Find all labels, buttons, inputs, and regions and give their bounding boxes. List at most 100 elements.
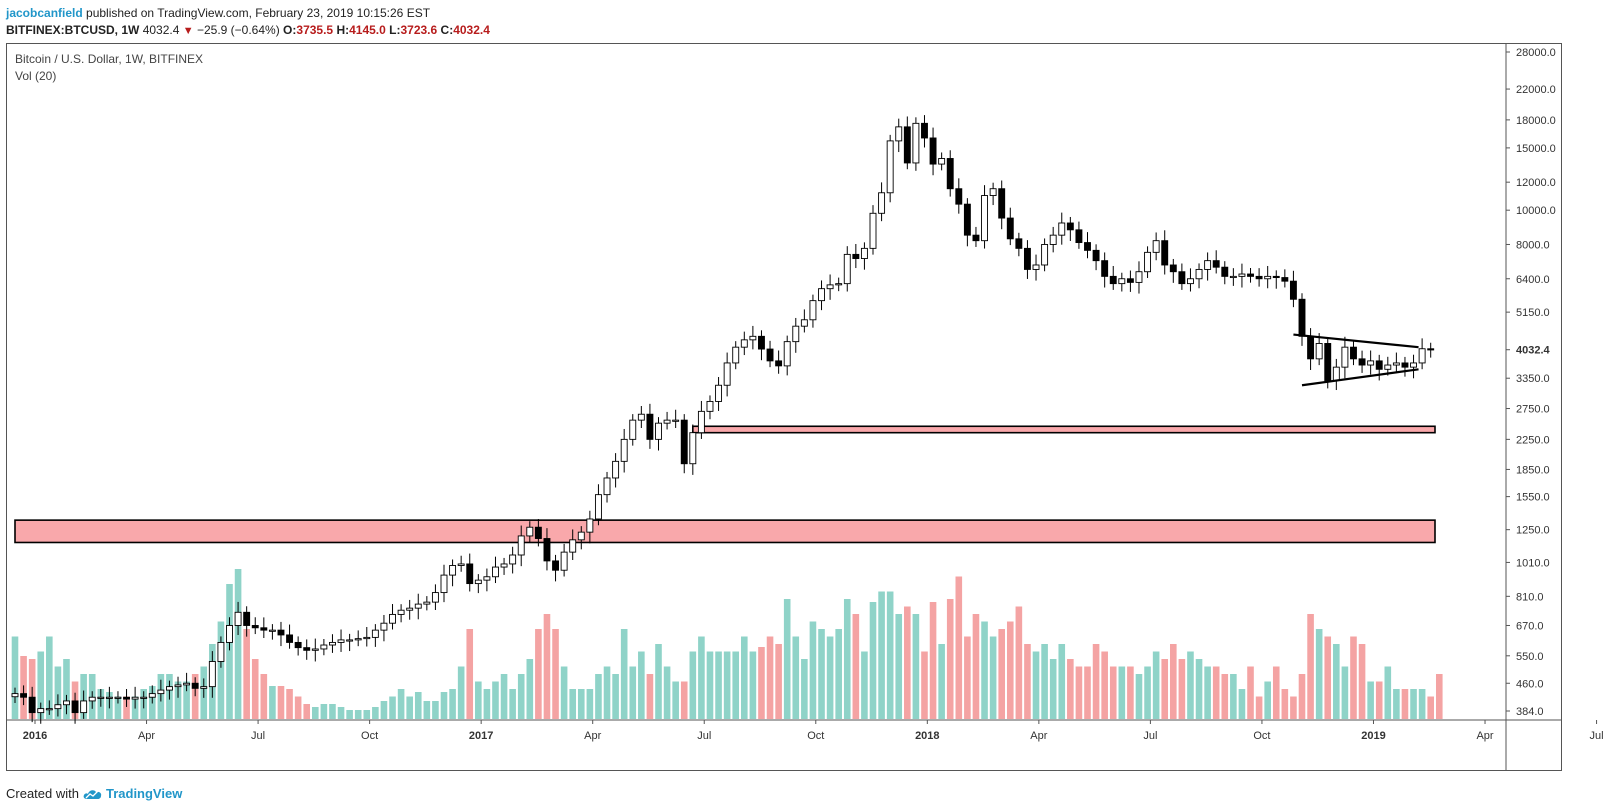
close-value: 4032.4: [453, 23, 490, 37]
volume-bar: [363, 710, 371, 719]
volume-bar: [1041, 644, 1048, 719]
candle-body: [1195, 268, 1203, 280]
candle-body: [740, 339, 748, 348]
volume-bar: [715, 651, 722, 719]
volume-bar: [758, 647, 765, 719]
candle-body: [612, 460, 620, 479]
tradingview-logo[interactable]: TradingView: [83, 786, 182, 801]
price-tick-label: 15000.0: [1516, 143, 1556, 155]
candle-body: [1135, 271, 1143, 283]
candle-body: [749, 335, 757, 341]
volume-bar: [1264, 681, 1271, 719]
candle-body: [723, 362, 731, 386]
candle-body: [1350, 346, 1357, 360]
volume-bar: [680, 681, 688, 719]
volume-bar: [1281, 689, 1289, 719]
volume-bar: [466, 629, 474, 719]
candle-body: [963, 203, 971, 236]
candle-body: [371, 629, 379, 638]
candle-body: [1075, 229, 1083, 244]
candle-body: [569, 539, 577, 553]
candle-body: [183, 682, 191, 686]
created-with-text: Created with: [6, 786, 79, 801]
candle-body: [878, 192, 886, 214]
candle-body: [955, 188, 963, 205]
volume-bar: [423, 701, 431, 719]
price-tick-label: 8000.0: [1516, 239, 1550, 251]
volume-bar: [260, 674, 268, 719]
volume-bar: [1101, 651, 1108, 719]
candle-body: [758, 335, 765, 350]
volume-bar: [217, 621, 225, 719]
chart-title: Bitcoin / U.S. Dollar, 1W, BITFINEX: [15, 52, 204, 66]
candle-body: [208, 661, 216, 688]
candle-body: [1427, 348, 1435, 351]
candle-body: [329, 641, 336, 646]
candle-body: [1058, 222, 1066, 236]
volume-bar: [904, 606, 911, 719]
candle-body: [148, 693, 156, 698]
candle-body: [88, 696, 96, 702]
volume-bar: [294, 696, 302, 719]
volume-bar: [577, 689, 585, 719]
candle-body: [534, 526, 542, 539]
candle-body: [637, 413, 645, 421]
candle-body: [140, 696, 148, 699]
volume-bar: [826, 636, 834, 719]
volume-bar: [535, 629, 542, 719]
time-tick-label: Oct: [807, 730, 824, 742]
volume-bar: [946, 599, 954, 719]
volume-bar: [766, 636, 774, 719]
candle-body: [389, 613, 396, 624]
volume-bar: [354, 710, 362, 719]
candle-body: [663, 419, 671, 424]
time-tick-label: Apr: [584, 730, 601, 742]
volume-bar: [114, 696, 122, 719]
volume-bar: [972, 614, 980, 719]
volume-bar: [1272, 666, 1280, 719]
volume-bar: [303, 704, 311, 719]
volume-bar: [1315, 629, 1323, 719]
volume-bar: [1298, 674, 1306, 719]
volume-bar: [1247, 666, 1254, 719]
candle-body: [552, 560, 559, 571]
candle-body: [792, 325, 800, 343]
candle-body: [251, 625, 259, 629]
open-label: O:: [283, 23, 297, 37]
candle-body: [286, 634, 294, 643]
candle-body: [1126, 278, 1134, 283]
price-tick-label: 3350.0: [1516, 373, 1550, 385]
candle-body: [457, 563, 465, 566]
candle-body: [157, 689, 165, 695]
chart-frame[interactable]: [6, 43, 1562, 771]
candle-body: [483, 576, 491, 581]
candle-body: [191, 682, 199, 689]
candle-body: [80, 700, 88, 714]
volume-bar: [629, 666, 637, 719]
candle-body: [1049, 234, 1057, 245]
candle-body: [474, 579, 482, 585]
candle-body: [165, 686, 173, 691]
candle-body: [414, 603, 422, 609]
volume-bar: [749, 651, 757, 719]
volume-bar: [964, 636, 971, 719]
volume-bar: [312, 707, 319, 719]
candle-body: [320, 644, 328, 650]
volume-bar: [1049, 659, 1057, 719]
time-tick-label: Apr: [1030, 730, 1047, 742]
candle-body: [1041, 244, 1049, 266]
volume-bar: [380, 701, 388, 719]
author-link[interactable]: jacobcanfield: [6, 6, 83, 20]
candle-body: [363, 636, 371, 640]
candle-body: [380, 622, 388, 631]
candle-body: [646, 413, 654, 440]
candle-body: [1144, 251, 1152, 273]
candle-body: [543, 538, 551, 562]
volume-bar: [286, 689, 293, 719]
price-tick-label: 1250.0: [1516, 525, 1550, 537]
candle-body: [1023, 247, 1031, 270]
candle-body: [397, 609, 405, 615]
candle-body: [294, 641, 302, 649]
time-tick-label: Jul: [1590, 730, 1604, 742]
